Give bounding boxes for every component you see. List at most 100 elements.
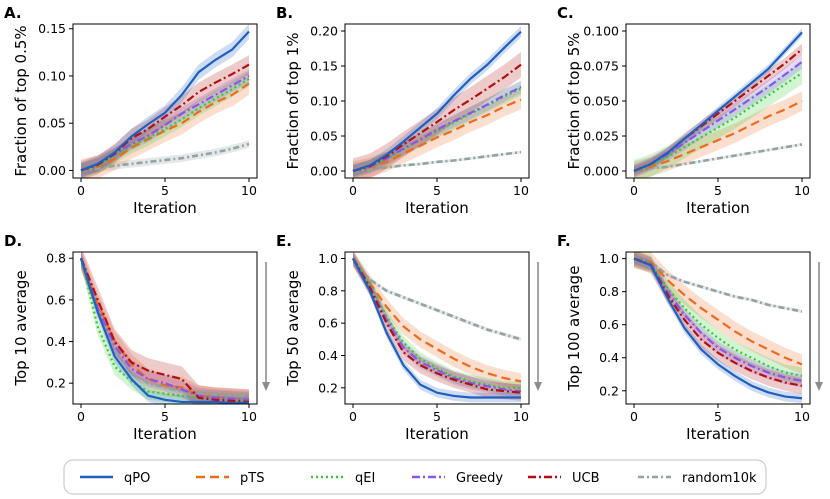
y-axis-title: Top 100 average — [565, 266, 583, 392]
series-line-qpo — [80, 30, 250, 172]
x-axis-title: Iteration — [686, 425, 750, 443]
y-tick-label: 1.0 — [599, 251, 619, 266]
panel-c: C. 0 5 10 0.000 0.025 0.050 0.075 0.100 Iteration… — [557, 4, 811, 217]
x-tick-label: 10 — [241, 183, 257, 198]
series-line-greedy — [633, 60, 803, 173]
series-line-qei — [80, 77, 250, 172]
legend-label: qPO — [124, 471, 150, 486]
y-tick-label: 0.2 — [46, 376, 66, 391]
y-tick-label: 0.4 — [318, 348, 338, 363]
series-line-greedy — [79, 257, 250, 401]
x-tick-label: 5 — [714, 409, 722, 424]
band-pts — [634, 252, 802, 375]
panel-b: B. 0 5 10 0.00 0.05 0.10 0.15 0.20 Iteration Fract… — [276, 4, 530, 217]
y-tick-label: 0.6 — [46, 292, 66, 307]
panel-f: F. 0 5 10 0.2 0.4 0.6 0.8 1.0 Iteration Top 100 av… — [557, 232, 823, 443]
arrow-down-icon — [534, 262, 542, 391]
legend-item-qpo: qPO — [80, 471, 150, 486]
legend-item-greedy: Greedy — [412, 471, 503, 486]
x-axis-title: Iteration — [405, 425, 469, 443]
y-axis-title: Fraction of top 5% — [565, 32, 583, 169]
series-line-greedy — [80, 75, 250, 172]
series-line-pts — [352, 98, 522, 173]
panel-label: A. — [4, 4, 22, 22]
y-axis-title: Top 50 average — [284, 270, 302, 386]
y-axis-title: Top 10 average — [12, 270, 30, 386]
series-line-random10k — [352, 150, 522, 173]
panel-e: E. 0 5 10 0.2 0.4 0.6 0.8 1.0 Iteration Top 50 ave… — [276, 232, 542, 443]
legend-item-pts: pTS — [196, 471, 264, 486]
series-line-qei — [352, 257, 521, 389]
band-ucb — [353, 252, 521, 401]
x-tick-label: 0 — [349, 409, 357, 424]
series-line-pts — [80, 82, 250, 172]
x-axis-title: Iteration — [133, 425, 197, 443]
y-tick-label: 0.15 — [38, 21, 66, 36]
series-line-qpo — [352, 257, 521, 399]
band-pts — [81, 252, 249, 404]
y-tick-label: 0.8 — [46, 251, 66, 266]
series-line-greedy — [352, 86, 522, 173]
panel-label: E. — [276, 232, 292, 250]
panel-label: C. — [557, 4, 574, 22]
panel-label: B. — [276, 4, 293, 22]
x-tick-label: 0 — [77, 183, 85, 198]
y-tick-label: 0.8 — [318, 283, 338, 298]
x-tick-label: 0 — [77, 409, 85, 424]
y-tick-label: 0.00 — [310, 164, 338, 179]
y-tick-label: 0.05 — [38, 116, 66, 131]
y-tick-label: 0.8 — [599, 284, 619, 299]
x-tick-label: 0 — [630, 409, 638, 424]
plot-area — [351, 252, 522, 403]
series-line-random10k — [80, 142, 250, 172]
series-line-ucb — [352, 257, 522, 394]
series-line-qpo — [79, 257, 249, 404]
series-line-ucb — [352, 63, 522, 173]
series-line-qpo — [633, 257, 803, 400]
legend-label: UCB — [572, 471, 600, 486]
legend-label: pTS — [240, 471, 264, 486]
series-line-random10k — [633, 257, 803, 313]
legend-item-random10k: random10k — [638, 471, 757, 486]
x-tick-label: 5 — [714, 183, 722, 198]
y-tick-label: 0.05 — [310, 129, 338, 144]
series-line-pts — [633, 100, 803, 173]
band-qei — [353, 252, 521, 395]
y-tick-label: 0.025 — [583, 129, 619, 144]
y-tick-label: 0.4 — [46, 334, 66, 349]
x-tick-label: 5 — [161, 183, 169, 198]
y-axis-title: Fraction of top 1% — [284, 32, 302, 169]
band-pts — [353, 89, 521, 178]
series-line-ucb — [633, 257, 803, 387]
y-tick-label: 0.100 — [583, 24, 619, 39]
x-axis-title: Iteration — [686, 199, 750, 217]
band-pts — [353, 252, 521, 390]
legend-label: Greedy — [456, 471, 503, 486]
y-axis-title: Fraction of top 0.5% — [12, 25, 30, 176]
arrow-down-icon — [262, 262, 270, 391]
legend-label: random10k — [682, 471, 757, 486]
x-tick-label: 0 — [349, 183, 357, 198]
series-line-pts — [352, 257, 522, 383]
y-tick-label: 0.2 — [599, 383, 619, 398]
legend-item-ucb: UCB — [528, 471, 600, 486]
series-line-ucb — [80, 63, 250, 172]
series-line-random10k — [351, 257, 522, 341]
x-tick-label: 10 — [241, 409, 257, 424]
y-tick-label: 0.00 — [38, 163, 66, 178]
x-tick-label: 5 — [433, 409, 441, 424]
band-greedy — [81, 69, 249, 178]
band-qpo — [634, 28, 802, 176]
legend-item-qei: qEI — [311, 471, 375, 486]
x-tick-label: 10 — [513, 183, 529, 198]
band-qpo — [634, 253, 802, 404]
y-tick-label: 0.2 — [318, 380, 338, 395]
plot-area — [633, 252, 803, 404]
y-tick-label: 0.4 — [599, 350, 619, 365]
plot-area — [80, 24, 250, 178]
band-pts — [634, 91, 802, 178]
series-line-greedy — [633, 257, 803, 382]
x-tick-label: 5 — [161, 409, 169, 424]
plot-area — [633, 28, 803, 178]
